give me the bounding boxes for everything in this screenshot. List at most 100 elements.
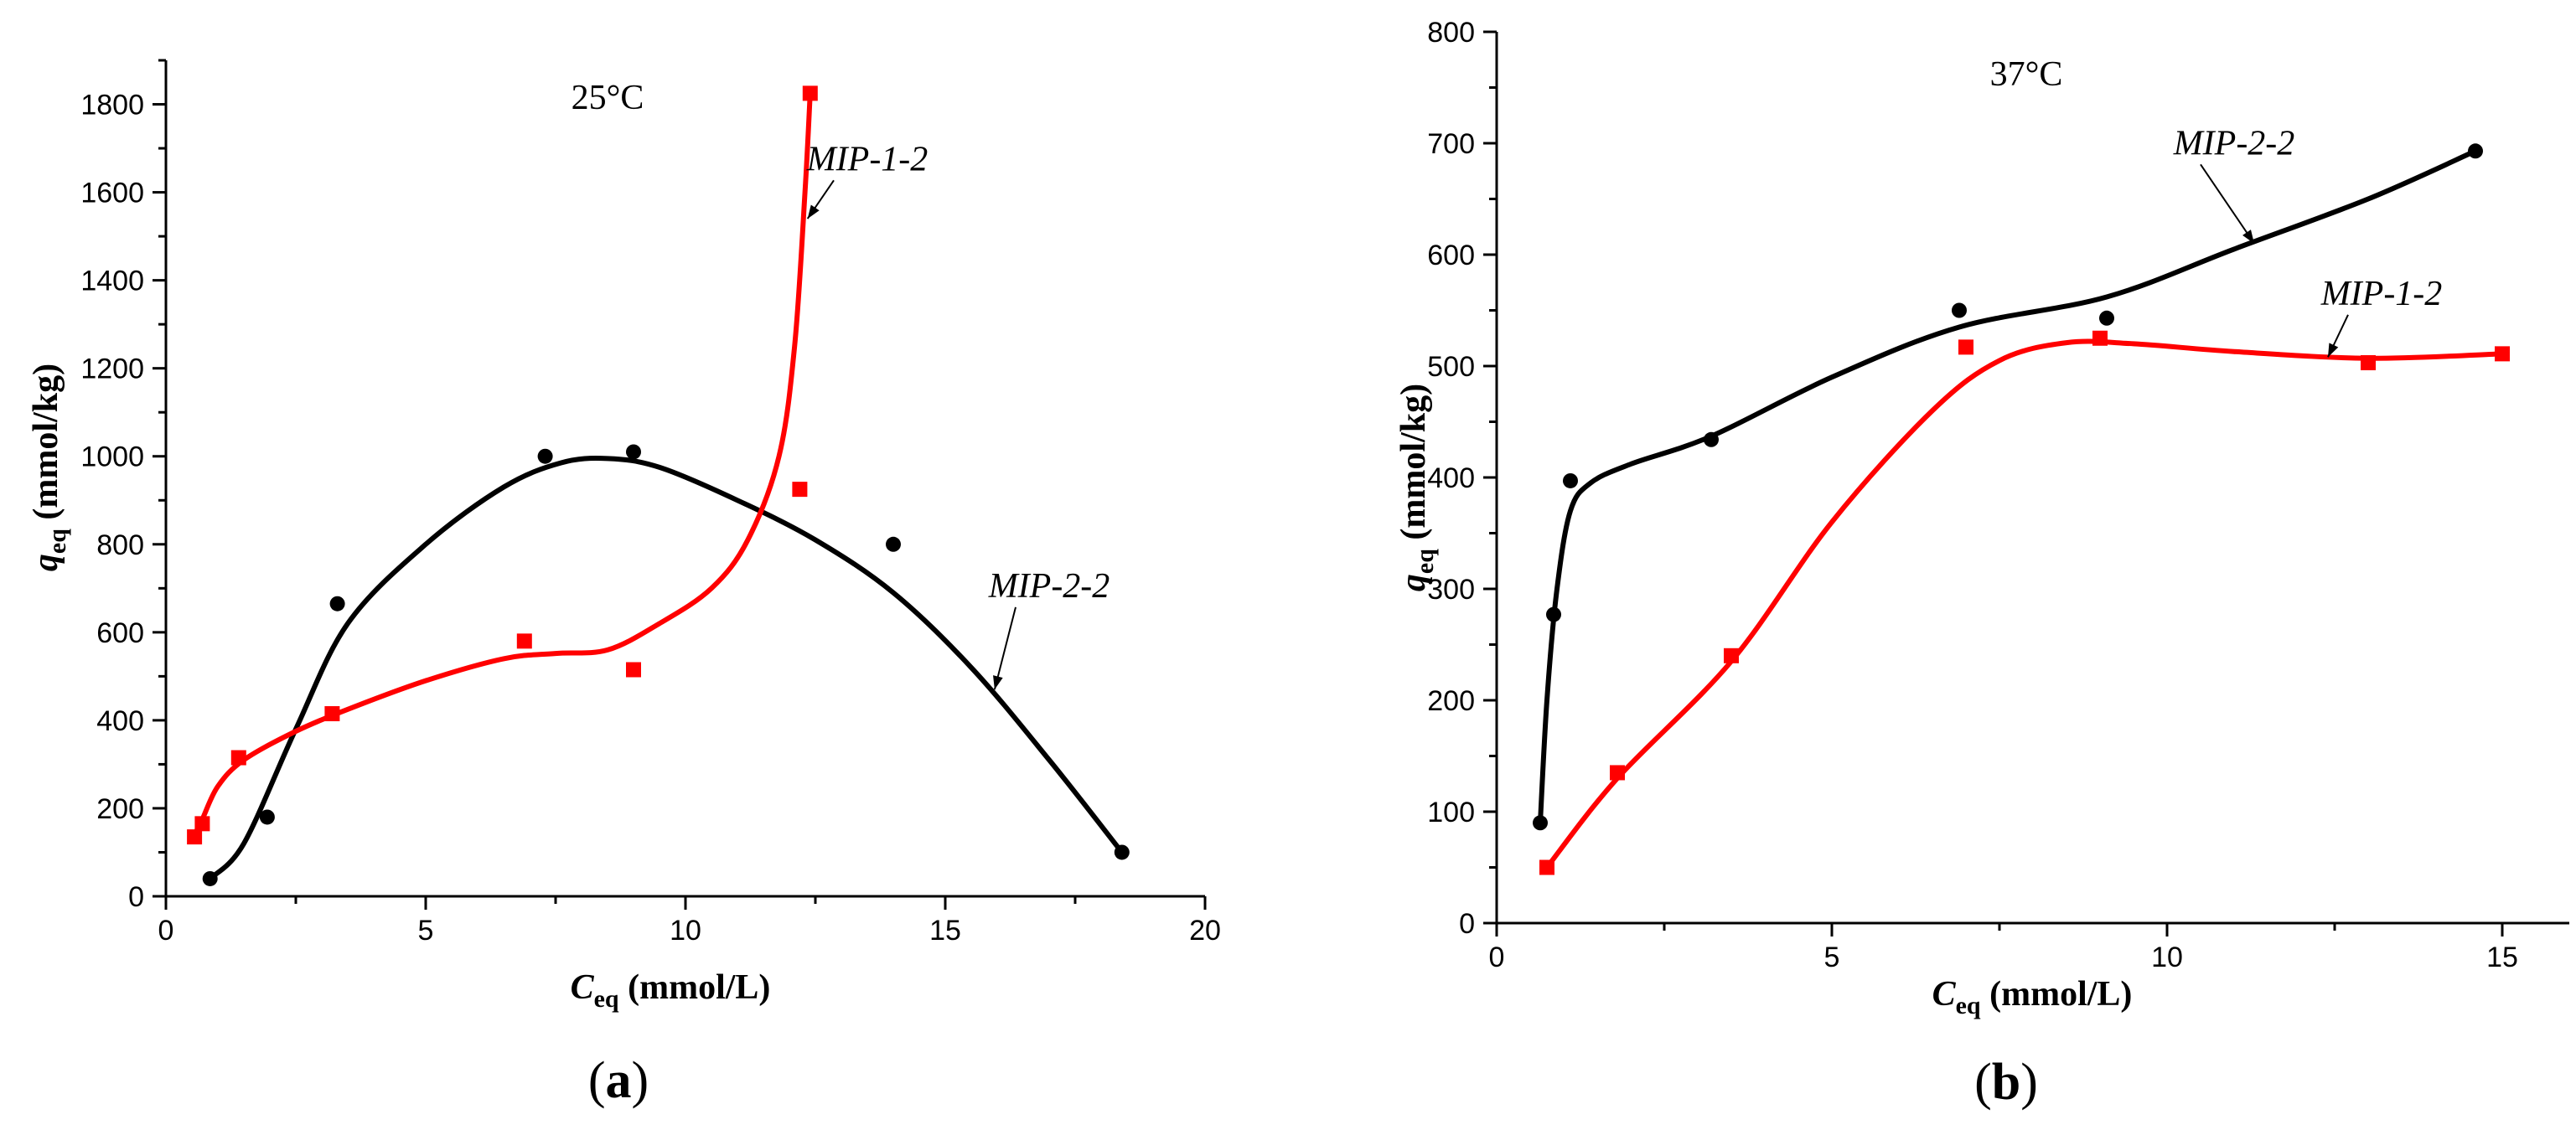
panel-b-label: (b)	[1974, 1054, 2038, 1111]
mip-1-2-data-point	[2495, 346, 2510, 362]
mip-1-2-series-label: MIP-1-2	[806, 140, 928, 178]
y-tick-label: 600	[96, 617, 144, 649]
mip-2-2-data-point	[626, 444, 641, 460]
y-tick-label: 800	[96, 529, 144, 561]
y-tick-label: 300	[1427, 574, 1475, 606]
panel-b-series: MIP-2-2 MIP-1-2	[1533, 124, 2510, 875]
x-tick-label: 0	[1489, 942, 1505, 973]
mip-2-2-fit-curve	[207, 456, 1125, 881]
y-tick-label: 200	[1427, 685, 1475, 717]
x-tick-label: 5	[418, 915, 434, 947]
y-tick-label: 0	[128, 881, 144, 913]
panel-b-x-axis-unit: (mmol/L)	[1981, 975, 2133, 1014]
mip-2-2-data-point	[2468, 143, 2483, 159]
panel-b-temperature-label: 37°C	[1990, 55, 2063, 94]
panel-a-y-axis-unit: (mmol/kg)	[27, 364, 65, 529]
mip-1-2-data-point	[626, 662, 641, 678]
y-tick-label: 100	[1427, 797, 1475, 828]
panel-a-x-axis-subscript: eq	[594, 985, 619, 1013]
mip-2-2-data-point	[1704, 431, 1719, 447]
panel-b-y-axis-unit: (mmol/kg)	[1394, 384, 1433, 549]
panel-a-label: (a)	[588, 1052, 649, 1109]
mip-2-2-series-label: MIP-2-2	[2173, 124, 2295, 163]
panel-a-x-axis-label: Ceq (mmol/L)	[571, 968, 771, 1013]
mip-1-2-data-point	[324, 706, 340, 722]
mip-1-2-data-point	[1539, 859, 1554, 875]
mip-1-2-data-point	[802, 85, 818, 101]
panel-a-axes: 0 5 10 15 2002004006008001000120014001600180…	[80, 59, 1221, 947]
mip-2-2-series-label: MIP-2-2	[988, 567, 1110, 606]
y-tick-label: 800	[1427, 17, 1475, 49]
mip-2-2-data-point	[2099, 310, 2114, 326]
x-tick-label: 15	[2486, 942, 2518, 973]
panel-b-x-axis-symbol: C	[1932, 975, 1957, 1014]
mip-2-2-leader-arrowhead	[2242, 230, 2254, 244]
panel-a-letter: a	[606, 1052, 632, 1109]
mip-2-2-data-point	[1563, 472, 1578, 488]
mip-1-2-data-point	[2092, 330, 2108, 346]
x-tick-label: 15	[929, 915, 961, 947]
y-tick-label: 0	[1459, 908, 1475, 940]
mip-1-2-data-point	[194, 816, 210, 832]
x-tick-label: 20	[1189, 915, 1221, 947]
mip-2-2-data-point	[259, 809, 275, 825]
y-tick-label: 1200	[80, 353, 144, 385]
mip-2-2-data-point	[1952, 302, 1967, 318]
y-tick-label: 700	[1427, 128, 1475, 160]
panel-a-y-axis-label: qeq (mmol/kg)	[27, 364, 71, 571]
mip-2-2-data-point	[1533, 815, 1548, 831]
panel-b-y-axis-subscript: eq	[1411, 549, 1439, 574]
panel-a-temperature-label: 25°C	[572, 79, 644, 117]
panel-b-y-axis-label: qeq (mmol/kg)	[1394, 384, 1439, 591]
mip-1-2-data-point	[230, 750, 246, 766]
mip-2-2-fit-curve	[1538, 148, 2478, 826]
y-tick-label: 500	[1427, 351, 1475, 383]
mip-2-2-leader-line	[2200, 163, 2255, 245]
panel-b-x-axis-subscript: eq	[1956, 992, 1981, 1019]
panel-a-y-axis-subscript: eq	[44, 529, 71, 554]
y-tick-label: 1000	[80, 441, 144, 473]
mip-1-2-data-point	[516, 633, 532, 649]
y-tick-label: 600	[1427, 240, 1475, 271]
panel-a-chart: 0 5 10 15 2002004006008001000120014001600180…	[27, 59, 1221, 1109]
y-tick-label: 1800	[80, 90, 144, 121]
mip-1-2-leader-arrowhead	[2328, 343, 2339, 358]
x-tick-label: 5	[1824, 942, 1840, 973]
mip-1-2-data-point	[792, 482, 808, 498]
mip-1-2-series-label: MIP-1-2	[2320, 275, 2443, 313]
panel-b-x-axis-label: Ceq (mmol/L)	[1932, 975, 2133, 1019]
mip-1-2-data-point	[187, 829, 203, 845]
x-tick-label: 10	[670, 915, 701, 947]
y-tick-label: 1400	[80, 266, 144, 297]
y-tick-label: 400	[1427, 462, 1475, 494]
mip-2-2-data-point	[202, 870, 218, 886]
mip-1-2-data-point	[2361, 355, 2376, 371]
panel-b-y-axis-symbol: q	[1394, 574, 1433, 591]
panel-a-y-axis-symbol: q	[27, 554, 65, 571]
y-tick-label: 200	[96, 793, 144, 825]
mip-1-2-leader-arrowhead	[807, 204, 820, 219]
mip-2-2-leader-line	[993, 606, 1016, 690]
mip-2-2-data-point	[1546, 606, 1561, 622]
y-tick-label: 400	[96, 705, 144, 737]
x-tick-label: 0	[158, 915, 174, 947]
panel-a-series: MIP-1-2 MIP-2-2	[187, 85, 1130, 886]
mip-1-2-fit-curve	[192, 90, 813, 838]
panel-b-letter: b	[1992, 1054, 2020, 1111]
mip-1-2-data-point	[1724, 648, 1739, 663]
mip-2-2-data-point	[1114, 844, 1130, 860]
mip-1-2-fit-curve	[1544, 338, 2505, 870]
y-tick-label: 1600	[80, 178, 144, 209]
mip-2-2-leader-arrowhead	[993, 675, 1003, 690]
mip-2-2-data-point	[537, 448, 553, 464]
panel-a-x-axis-symbol: C	[571, 968, 595, 1007]
mip-1-2-data-point	[1610, 765, 1625, 781]
mip-2-2-data-point	[329, 596, 345, 611]
panel-a-x-axis-unit: (mmol/L)	[619, 968, 771, 1007]
panel-b-axes: 0 5 10 15 0 100 200 300 400 500 600 700 800	[1427, 17, 2569, 973]
mip-1-2-data-point	[1958, 339, 1973, 355]
x-tick-label: 10	[2151, 942, 2183, 973]
mip-2-2-data-point	[886, 536, 901, 552]
